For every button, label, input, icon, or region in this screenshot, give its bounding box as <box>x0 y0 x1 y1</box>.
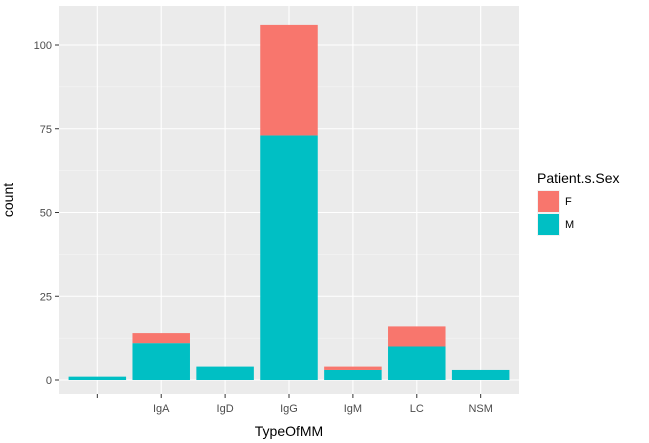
y-tick-label: 50 <box>40 208 52 220</box>
legend-label: F <box>565 196 572 208</box>
y-axis: 0 25 50 75 100 <box>34 40 59 387</box>
bar-M <box>388 346 446 380</box>
x-axis: IgA IgD IgG IgM LC NSM <box>96 394 493 415</box>
bar-M <box>132 343 190 380</box>
bar-F <box>260 24 318 136</box>
y-tick-label: 25 <box>40 291 52 303</box>
legend-items: FM <box>537 190 574 236</box>
bar-F <box>388 326 446 347</box>
legend: Patient.s.Sex FM <box>537 170 620 236</box>
bar-M <box>451 369 510 380</box>
major-gridlines <box>59 6 519 394</box>
bar-F <box>324 366 382 370</box>
x-tick-label: LC <box>410 403 424 415</box>
legend-swatch-F <box>538 191 559 212</box>
bar-F <box>132 333 190 344</box>
legend-label: M <box>565 219 574 231</box>
x-tick-label: IgG <box>280 403 298 415</box>
x-tick-label: NSM <box>468 403 492 415</box>
bar-M <box>324 369 382 380</box>
bars <box>68 24 510 380</box>
bar-M <box>260 135 318 380</box>
y-tick-label: 100 <box>34 40 52 52</box>
bar-M <box>196 366 254 380</box>
y-tick-label: 0 <box>46 375 52 387</box>
x-tick-label: IgD <box>217 403 234 415</box>
x-axis-title: TypeOfMM <box>255 423 323 439</box>
y-axis-title: count <box>0 183 16 217</box>
x-tick-label: IgM <box>344 403 362 415</box>
x-tick-label: IgA <box>153 403 170 415</box>
y-tick-label: 75 <box>40 124 52 136</box>
legend-swatch-M <box>538 214 559 235</box>
bar-M <box>68 376 127 380</box>
legend-title: Patient.s.Sex <box>537 170 620 186</box>
